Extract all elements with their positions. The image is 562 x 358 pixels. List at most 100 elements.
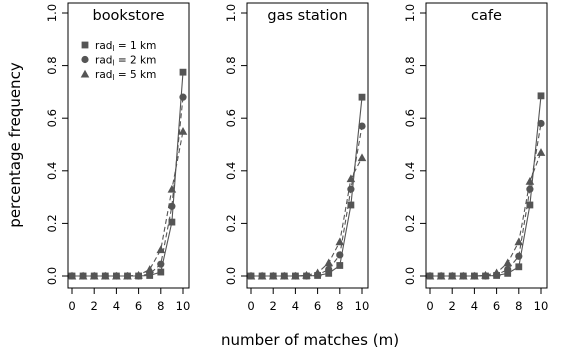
data-point <box>470 271 479 280</box>
data-point <box>536 148 546 156</box>
x-tick-label: 4 <box>292 299 299 313</box>
data-point <box>257 271 267 280</box>
series-line <box>430 152 542 277</box>
panel-3: 0.0 0.2 0.4 0.6 0.8 1.0 0 2 4 6 8 10 cafe <box>403 2 549 313</box>
y-tick-label: 1.0 <box>224 4 238 22</box>
data-point <box>503 258 512 267</box>
data-point <box>515 263 523 271</box>
y-tick-label: 0.8 <box>224 56 238 74</box>
data-point <box>268 271 278 280</box>
data-point <box>157 260 165 268</box>
data-point <box>156 245 166 254</box>
series-square <box>68 68 187 280</box>
legend-marker-triangle <box>80 69 90 78</box>
y-tick-label: 0.0 <box>224 267 238 285</box>
data-point <box>101 271 110 280</box>
data-point <box>459 271 468 280</box>
data-point <box>504 269 512 277</box>
data-point <box>157 268 165 276</box>
data-point <box>179 93 187 101</box>
x-tick-label: 8 <box>157 299 164 313</box>
data-point <box>67 271 77 280</box>
x-tick-label: 4 <box>471 299 478 313</box>
y-tick-label: 0.8 <box>45 56 59 74</box>
y-tick-label: 0.0 <box>45 267 59 285</box>
data-point <box>347 201 355 209</box>
data-point <box>89 271 99 280</box>
y-tick-label: 0.2 <box>403 214 417 232</box>
y-tick-label: 0.2 <box>45 214 59 232</box>
series-line <box>430 123 542 277</box>
data-point <box>481 270 490 279</box>
y-tick-label: 0.2 <box>224 214 238 232</box>
data-point <box>179 68 187 76</box>
data-point <box>357 153 367 162</box>
data-point <box>280 271 289 280</box>
panel-title: cafe <box>471 8 502 24</box>
x-axis-label: number of matches (m) <box>221 331 399 349</box>
data-point <box>425 271 435 280</box>
legend-marker-circle <box>81 55 89 64</box>
x-tick-label: 10 <box>176 299 191 313</box>
data-point <box>167 184 177 193</box>
series-line <box>251 157 363 277</box>
x-tick-label: 10 <box>355 299 370 313</box>
x-tick-label: 4 <box>113 299 120 313</box>
legend-marker-square <box>81 41 89 49</box>
series-line <box>430 95 542 277</box>
y-tick-label: 0.0 <box>403 267 417 285</box>
y-tick-label: 1.0 <box>403 4 417 22</box>
data-point <box>514 237 524 246</box>
data-point <box>436 271 446 280</box>
panel-2: 0.0 0.2 0.4 0.6 0.8 1.0 0 2 4 6 8 10 gas station <box>224 2 370 313</box>
legend-entry: radl = 2 km <box>95 55 156 68</box>
data-point <box>526 201 534 209</box>
x-tick-label: 10 <box>534 299 549 313</box>
y-tick-label: 0.6 <box>45 109 59 127</box>
x-tick-label: 2 <box>270 299 277 313</box>
x-tick-label: 8 <box>336 299 343 313</box>
data-point <box>504 265 512 274</box>
series-triangle <box>67 127 188 280</box>
data-point <box>537 119 545 128</box>
data-point <box>168 202 176 210</box>
series-square <box>426 92 545 280</box>
data-point <box>358 122 366 130</box>
data-point <box>346 174 356 183</box>
x-tick-label: 0 <box>247 299 254 313</box>
series-circle <box>68 93 187 280</box>
y-tick-label: 0.4 <box>45 162 59 180</box>
data-point <box>525 177 535 185</box>
data-point <box>78 271 88 280</box>
plot-frame <box>67 2 190 289</box>
x-tick-label: 6 <box>493 299 500 313</box>
data-point <box>246 271 256 280</box>
x-tick-label: 2 <box>91 299 98 313</box>
x-tick-label: 0 <box>68 299 75 313</box>
data-point <box>492 268 501 277</box>
data-point <box>178 127 188 135</box>
y-axis-label: percentage frequency <box>6 62 24 228</box>
panel-1: 0.0 0.2 0.4 0.6 0.8 1.0 0 2 4 6 8 10 bookstore radl =… <box>45 2 191 313</box>
data-point <box>335 237 345 246</box>
data-point <box>336 262 344 269</box>
series-line <box>251 97 363 277</box>
data-point <box>313 268 322 277</box>
x-tick-label: 2 <box>449 299 456 313</box>
series-triangle <box>425 148 546 280</box>
y-tick-label: 1.0 <box>45 4 59 22</box>
plot-frame <box>425 2 548 289</box>
series-line <box>251 125 363 277</box>
data-point <box>325 265 333 274</box>
series-line <box>72 131 184 277</box>
y-tick-label: 0.8 <box>403 56 417 74</box>
y-tick-label: 0.4 <box>224 162 238 180</box>
x-tick-label: 8 <box>515 299 522 313</box>
y-tick-label: 0.6 <box>403 109 417 127</box>
data-point <box>358 93 366 101</box>
data-point <box>123 271 132 280</box>
plot-frame <box>246 2 369 289</box>
legend-entry: radl = 5 km <box>95 69 156 82</box>
